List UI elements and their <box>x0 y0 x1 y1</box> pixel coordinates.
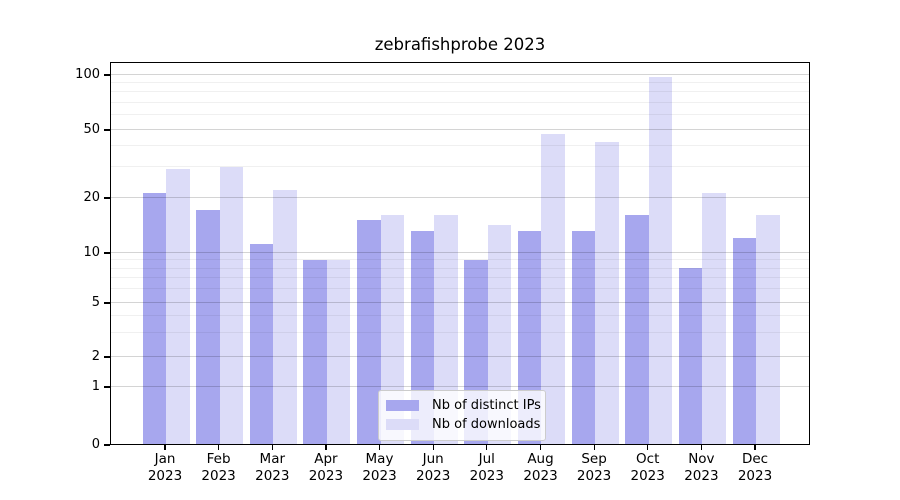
bar-distinct-ips-feb <box>196 209 220 444</box>
legend-item-downloads: Nb of downloads <box>386 415 541 434</box>
y-tick-mark <box>104 74 110 76</box>
x-tick-mark <box>539 445 542 450</box>
bar-downloads-jan <box>166 169 190 444</box>
bar-downloads-jul <box>487 225 512 444</box>
bars-layer <box>111 63 809 444</box>
y-tick-label: 0 <box>91 437 100 452</box>
bar-downloads-nov <box>702 193 726 444</box>
plot-area: Nb of distinct IPs Nb of downloads <box>110 62 810 445</box>
x-tick-mark <box>593 445 595 450</box>
bar-downloads-mar <box>273 189 297 444</box>
x-tick-label: Dec 2023 <box>737 451 773 484</box>
bar-distinct-ips-jan <box>142 193 166 444</box>
bar-downloads-may <box>380 214 405 444</box>
bar-downloads-feb <box>219 166 244 444</box>
x-tick-label: Jan 2023 <box>147 451 183 484</box>
legend-label-downloads: Nb of downloads <box>432 417 541 432</box>
bar-downloads-jun <box>434 214 458 444</box>
x-tick-label: Sep 2023 <box>576 451 612 484</box>
y-tick-mark <box>104 302 110 304</box>
legend-swatch-downloads <box>386 419 419 430</box>
x-tick-label: Nov 2023 <box>684 451 719 484</box>
y-tick-label: 50 <box>83 122 100 137</box>
legend: Nb of distinct IPs Nb of downloads <box>378 390 546 441</box>
bar-downloads-sep <box>595 141 619 444</box>
x-tick-mark <box>486 445 488 450</box>
bar-distinct-ips-dec <box>732 237 756 444</box>
y-tick-label: 100 <box>75 67 100 82</box>
y-tick-mark <box>104 197 110 199</box>
x-tick-label: May 2023 <box>362 451 397 484</box>
x-tick-label: Jul 2023 <box>469 451 504 484</box>
x-tick-label: Jun 2023 <box>416 451 451 484</box>
bar-distinct-ips-nov <box>678 268 703 444</box>
x-tick-mark <box>432 445 434 450</box>
x-tick-mark <box>325 445 327 450</box>
bar-distinct-ips-may <box>357 219 381 444</box>
y-tick-mark <box>104 252 110 254</box>
y-tick-mark <box>104 129 110 131</box>
bar-downloads-apr <box>326 259 351 444</box>
y-tick-label: 5 <box>91 295 100 310</box>
x-tick-mark <box>700 445 703 450</box>
y-tick-label: 1 <box>91 379 100 394</box>
x-tick-mark <box>378 445 381 450</box>
x-tick-label: Apr 2023 <box>308 451 344 484</box>
bar-distinct-ips-mar <box>249 244 274 444</box>
y-tick-label: 20 <box>83 190 100 205</box>
y-tick-mark <box>104 386 110 388</box>
bar-downloads-dec <box>756 214 780 444</box>
x-tick-label: Mar 2023 <box>255 451 290 484</box>
x-tick-mark <box>218 445 220 450</box>
bar-distinct-ips-sep <box>571 231 596 444</box>
bar-distinct-ips-oct <box>625 214 649 444</box>
chart-title: zebrafishprobe 2023 <box>374 35 546 54</box>
x-tick-mark <box>754 445 756 450</box>
bar-distinct-ips-apr <box>303 259 327 444</box>
y-tick-label: 2 <box>91 349 100 364</box>
legend-item-distinct-ips: Nb of distinct IPs <box>386 396 541 415</box>
x-tick-mark <box>271 445 273 450</box>
x-tick-label: Oct 2023 <box>630 451 665 484</box>
bar-downloads-oct <box>648 77 673 444</box>
x-tick-mark <box>647 445 649 450</box>
legend-swatch-distinct-ips <box>386 400 419 411</box>
legend-label-distinct-ips: Nb of distinct IPs <box>432 398 541 413</box>
x-tick-label: Feb 2023 <box>201 451 236 484</box>
y-tick-mark <box>104 444 110 446</box>
y-tick-label: 10 <box>83 245 100 260</box>
x-tick-mark <box>164 445 166 450</box>
x-tick-label: Aug 2023 <box>523 451 558 484</box>
bar-downloads-aug <box>541 133 565 444</box>
y-tick-mark <box>104 356 110 358</box>
